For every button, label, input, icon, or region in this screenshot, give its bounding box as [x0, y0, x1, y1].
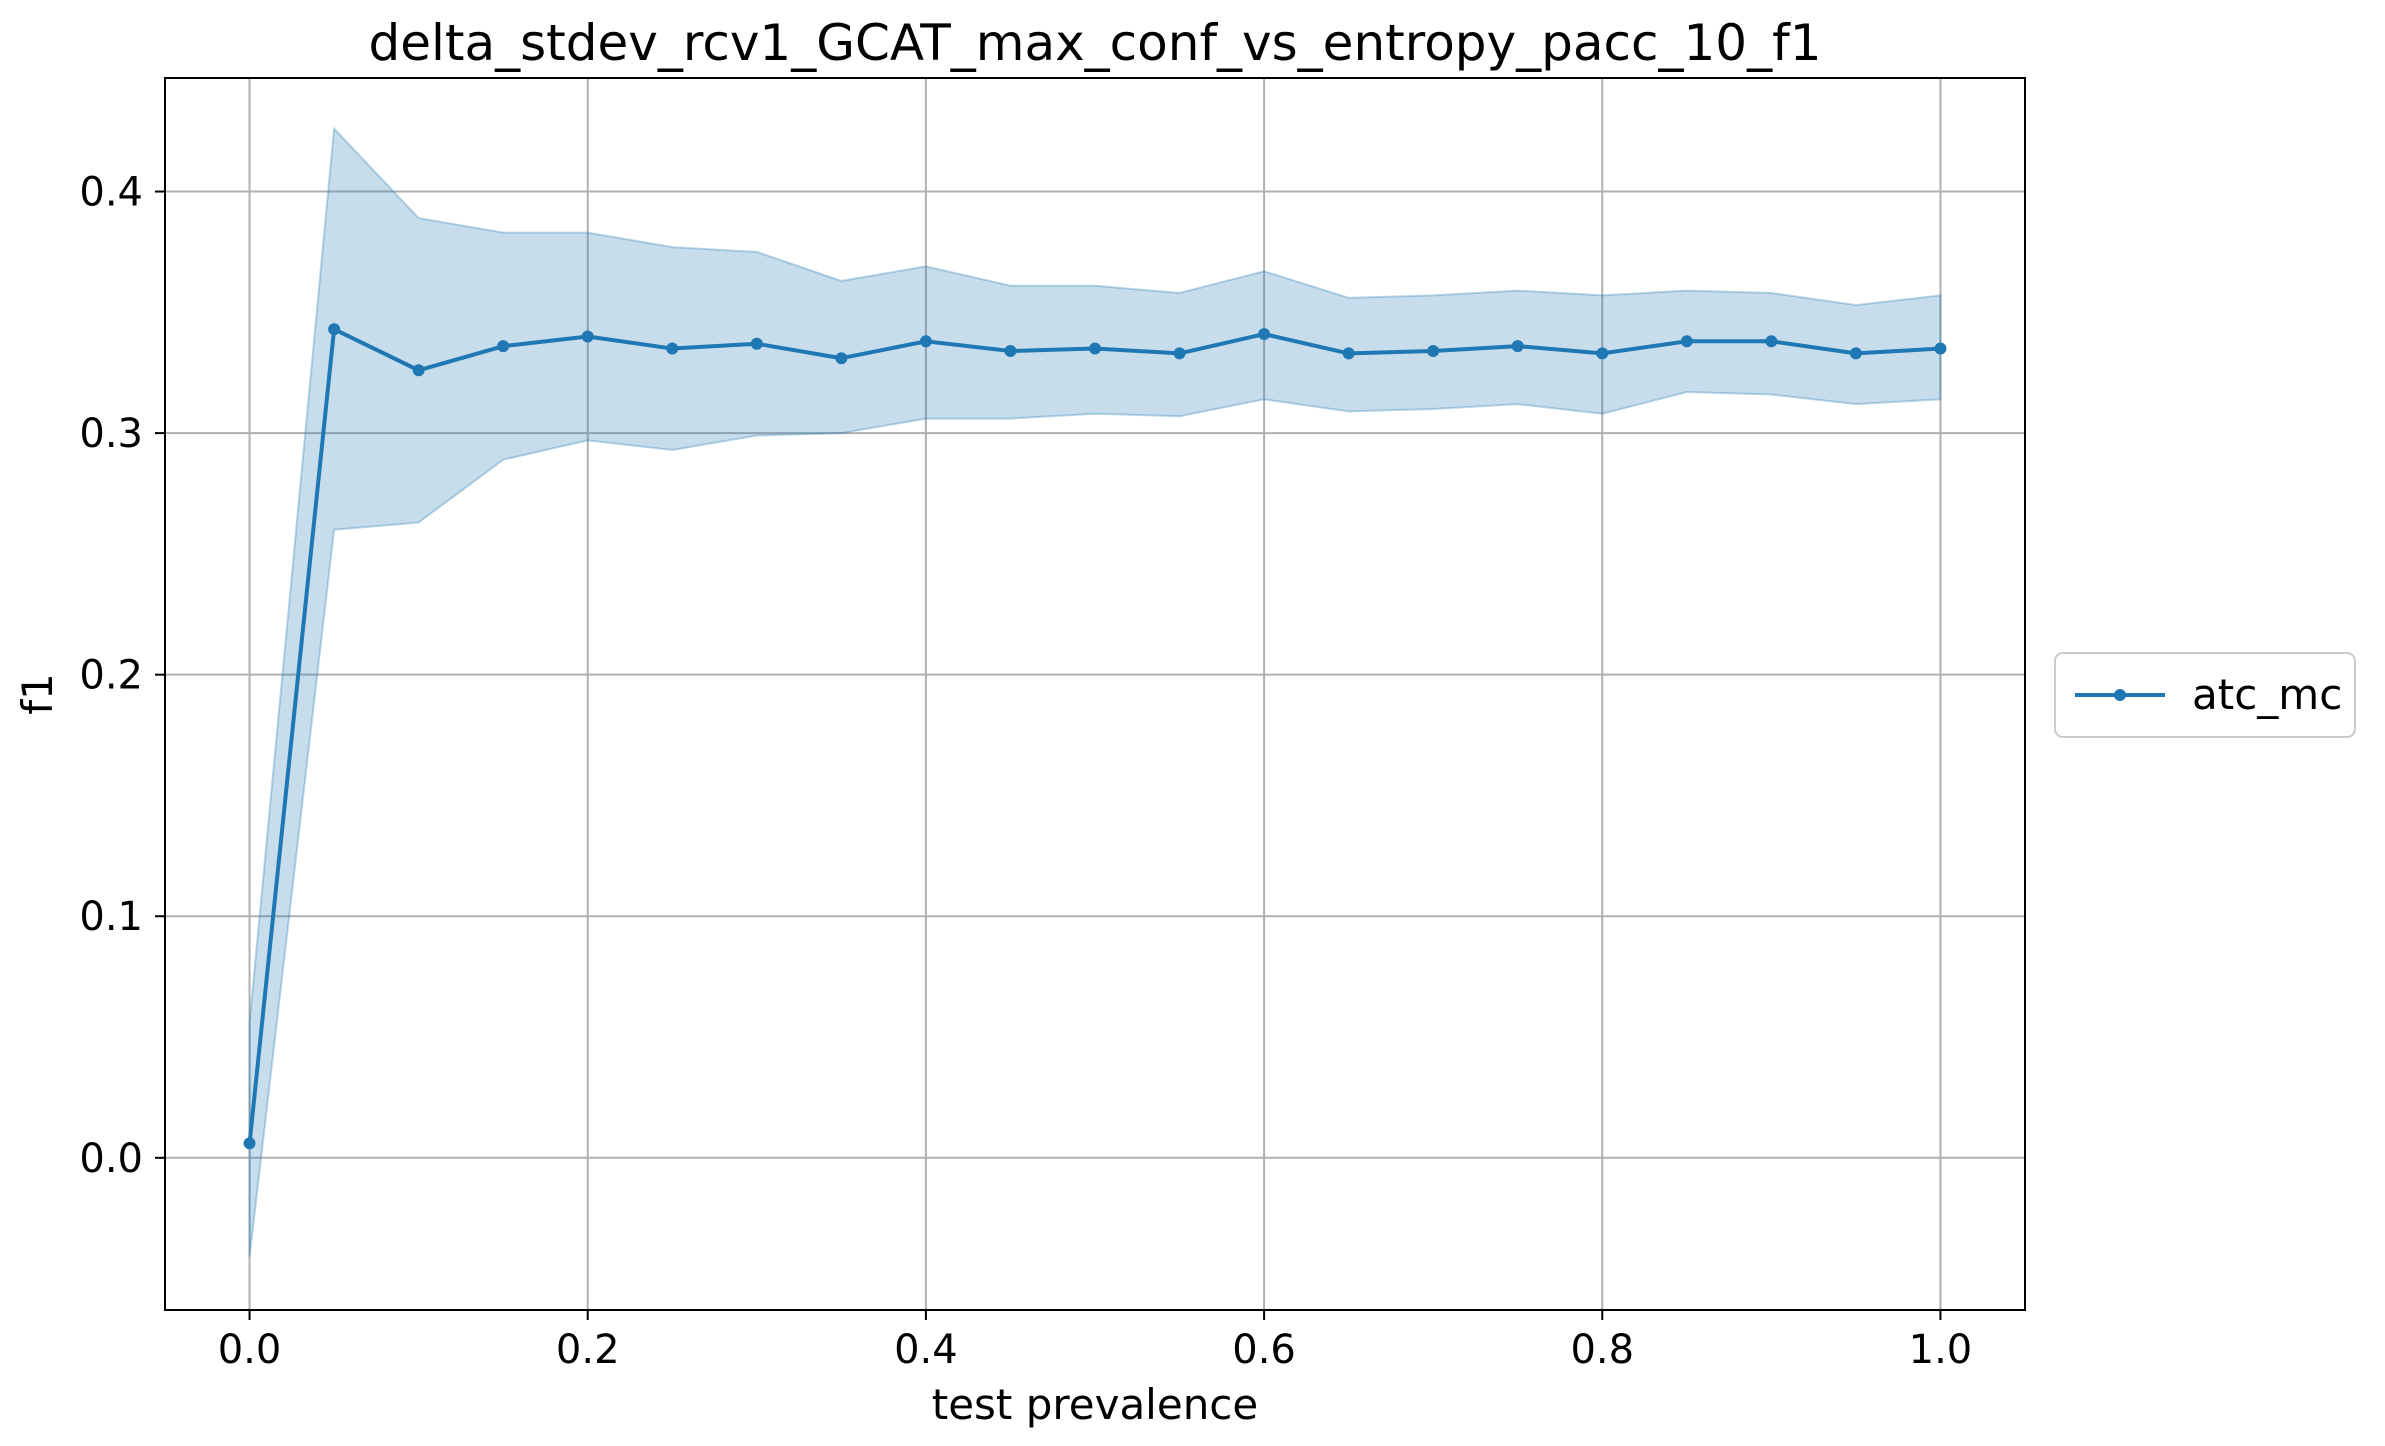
chart-title: delta_stdev_rcv1_GCAT_max_conf_vs_entrop… — [368, 14, 1821, 72]
x-tick-label: 0.8 — [1570, 1327, 1634, 1373]
data-point — [1680, 335, 1693, 348]
data-point — [1849, 347, 1862, 360]
data-point — [919, 335, 932, 348]
data-point — [666, 342, 679, 355]
x-axis-ticks: 0.0 0.2 0.4 0.6 0.8 1.0 — [218, 1310, 1973, 1373]
data-point — [1173, 347, 1186, 360]
x-tick-label: 0.4 — [894, 1327, 958, 1373]
data-point — [243, 1137, 256, 1150]
x-tick-label: 0.2 — [556, 1327, 620, 1373]
data-point — [497, 340, 510, 353]
y-axis-ticks: 0.0 0.1 0.2 0.3 0.4 — [79, 170, 165, 1182]
confidence-bands — [248, 126, 1942, 1257]
data-point — [1934, 342, 1947, 355]
x-tick-label: 1.0 — [1909, 1327, 1973, 1373]
x-tick-label: 0.0 — [218, 1327, 282, 1373]
y-axis-label: f1 — [13, 673, 62, 715]
series-points — [243, 323, 1947, 1150]
y-tick-label: 0.4 — [79, 170, 143, 216]
legend-label-atc-mc: atc_mc — [2192, 670, 2342, 719]
data-point — [1004, 344, 1017, 357]
y-tick-label: 0.1 — [79, 894, 143, 940]
data-point — [1765, 335, 1778, 348]
plot-frame — [164, 77, 2026, 1311]
data-point — [328, 323, 341, 336]
y-tick-label: 0.3 — [79, 411, 143, 457]
data-point — [835, 352, 848, 365]
legend-marker-atc-mc — [2114, 689, 2126, 701]
legend-box — [2054, 652, 2356, 738]
data-point — [750, 337, 763, 350]
data-point — [581, 330, 594, 343]
data-point — [1511, 340, 1524, 353]
confidence-band-atc-mc — [248, 126, 1942, 1257]
data-point — [1427, 344, 1440, 357]
data-point — [1596, 347, 1609, 360]
data-point — [1258, 328, 1271, 341]
data-point — [412, 364, 425, 377]
y-tick-label: 0.0 — [79, 1136, 143, 1182]
y-tick-label: 0.2 — [79, 653, 143, 699]
x-tick-label: 0.6 — [1232, 1327, 1296, 1373]
grid — [165, 78, 2025, 1310]
data-point — [1342, 347, 1355, 360]
data-point — [1089, 342, 1101, 355]
x-axis-label: test prevalence — [932, 1380, 1259, 1429]
legend: atc_mc — [2054, 652, 2356, 738]
